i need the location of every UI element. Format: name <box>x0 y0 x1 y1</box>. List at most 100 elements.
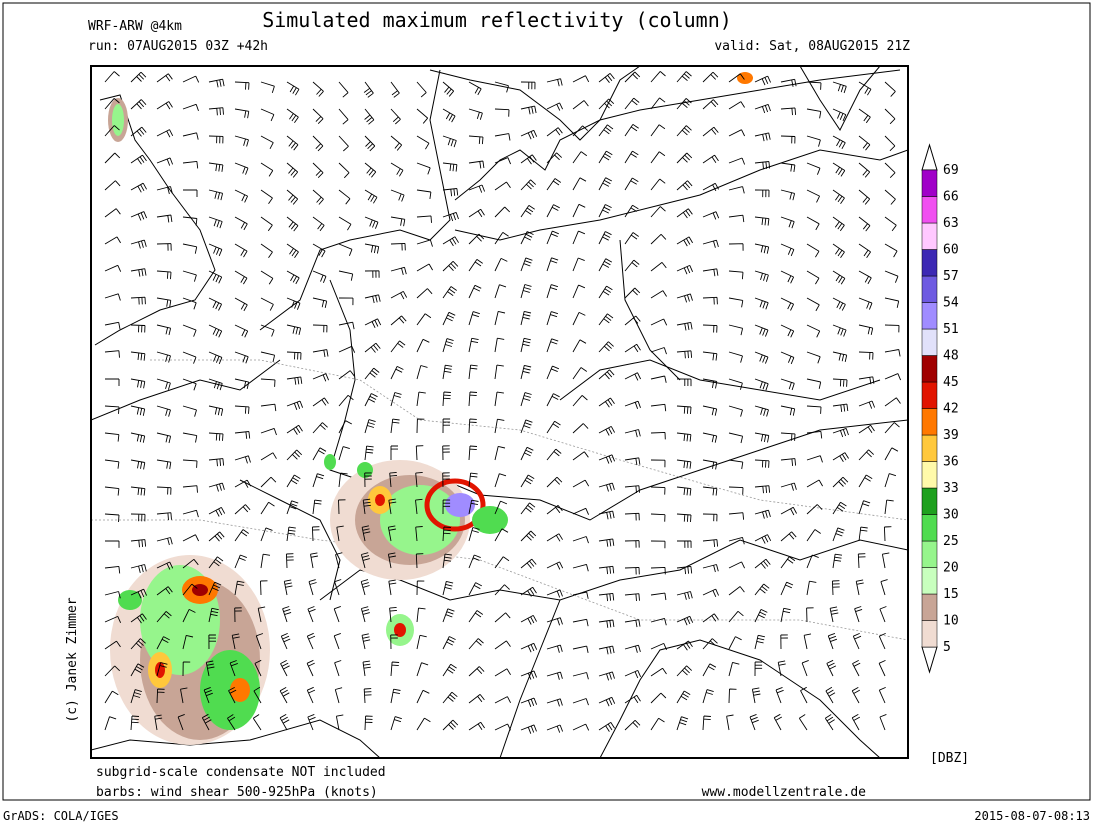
wind-barb <box>676 293 693 303</box>
wind-barb <box>182 270 197 282</box>
wind-barb <box>884 216 897 232</box>
wind-barb <box>390 716 402 731</box>
wind-barb <box>520 446 534 461</box>
wind-barb <box>494 668 511 677</box>
wind-barb <box>442 418 451 434</box>
wind-barb <box>650 375 667 383</box>
wind-barb <box>253 686 262 704</box>
wind-barb <box>416 338 430 353</box>
wind-barb <box>130 539 147 548</box>
wind-barb <box>494 473 507 488</box>
wind-barb <box>702 126 719 137</box>
colorbar-box <box>921 567 938 595</box>
wind-barb <box>208 270 223 284</box>
wind-barb <box>234 108 250 119</box>
wind-barb <box>572 591 589 599</box>
wind-barb <box>312 216 325 232</box>
wind-barb <box>572 645 589 653</box>
wind-barb <box>364 216 379 229</box>
wind-barb <box>338 394 354 407</box>
wind-barb <box>156 537 173 546</box>
wind-barb <box>286 424 303 435</box>
coastlines <box>91 66 908 758</box>
wind-barb <box>229 660 238 677</box>
colorbar-box <box>921 408 938 436</box>
wind-barb <box>310 552 318 569</box>
wind-barb <box>494 181 511 191</box>
wind-barb <box>546 127 563 137</box>
wind-barb <box>702 405 718 416</box>
wind-barb <box>156 297 172 308</box>
wind-barb <box>442 608 455 623</box>
wind-barb <box>234 162 249 175</box>
wind-barb <box>286 449 303 461</box>
wind-barb <box>468 135 484 145</box>
wind-barb <box>208 556 224 569</box>
wind-barb <box>338 297 354 306</box>
wind-barb <box>572 125 589 137</box>
wind-barb <box>362 660 371 677</box>
wind-barb <box>415 471 423 488</box>
wind-barb <box>598 696 616 707</box>
wind-barb <box>260 476 277 488</box>
wind-barb <box>520 642 538 653</box>
colorbar-label: 10 <box>943 614 959 629</box>
wind-barb <box>364 294 381 304</box>
wind-barb <box>650 667 667 677</box>
wind-barb <box>468 445 478 461</box>
wind-barb <box>546 617 563 626</box>
wind-barb <box>702 351 718 361</box>
wind-barb <box>182 75 200 83</box>
wind-barb <box>260 270 274 285</box>
wind-barb <box>306 659 315 677</box>
wind-barb <box>751 687 761 704</box>
wind-barb <box>884 349 901 357</box>
wind-barb <box>832 189 845 204</box>
wind-barb <box>520 310 532 326</box>
wind-barb <box>780 135 796 144</box>
wind-barb <box>104 540 120 548</box>
wind-barb <box>754 509 771 519</box>
wind-barb <box>728 243 744 251</box>
wind-barb <box>624 204 639 218</box>
wind-barb <box>676 98 692 110</box>
wind-barb <box>780 482 797 491</box>
wind-barb <box>806 324 821 338</box>
wind-barb <box>520 81 536 90</box>
wind-barb <box>598 645 615 655</box>
wind-barb <box>728 688 737 704</box>
wind-barb <box>208 78 225 88</box>
wind-barb <box>832 527 845 542</box>
wind-barb <box>364 108 375 125</box>
wind-barb <box>387 525 396 542</box>
wind-barb <box>624 619 641 628</box>
wind-barb <box>726 714 734 731</box>
wind-barb <box>546 152 563 164</box>
wind-barb <box>754 270 769 282</box>
wind-barb <box>546 102 564 111</box>
wind-barb <box>416 607 426 623</box>
wind-barb <box>260 553 271 569</box>
wind-barb <box>156 688 165 704</box>
run-label: run: 07AUG2015 03Z +42h <box>88 39 268 54</box>
wind-barb <box>338 135 349 152</box>
wind-barb <box>364 243 380 254</box>
wind-barb <box>676 716 689 731</box>
wind-barb <box>754 243 770 254</box>
wind-barb <box>286 500 299 515</box>
wind-barb <box>857 553 866 569</box>
wind-barb <box>878 659 886 677</box>
wind-barb <box>780 531 797 542</box>
wind-barb <box>780 405 796 416</box>
wind-barb <box>104 459 120 469</box>
wind-barb <box>881 552 890 569</box>
wind-barb <box>156 214 173 223</box>
wind-barb <box>676 432 692 442</box>
wind-barb <box>806 108 822 119</box>
wind-barb <box>854 606 863 623</box>
wind-barb <box>312 189 324 205</box>
wind-barbs <box>104 71 902 734</box>
wind-barb <box>546 448 562 461</box>
wind-barb <box>286 400 304 410</box>
wind-barb <box>858 400 876 409</box>
